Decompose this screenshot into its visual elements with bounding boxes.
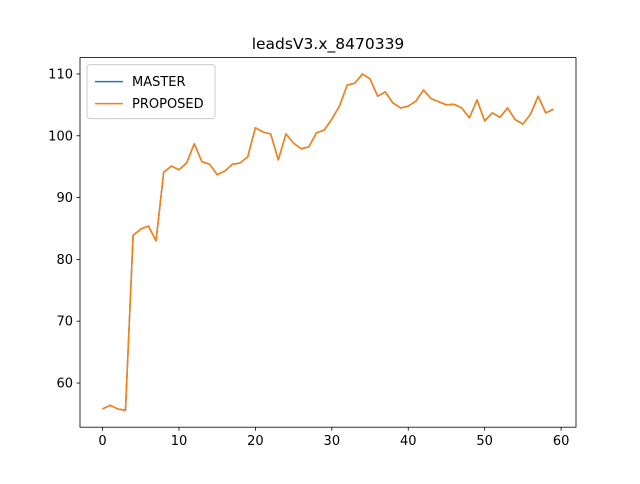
x-tick-label: 10 bbox=[171, 434, 188, 449]
y-tick-label: 110 bbox=[48, 67, 73, 82]
x-tick-label: 60 bbox=[553, 434, 570, 449]
y-tick-label: 80 bbox=[56, 253, 73, 268]
y-tick-label: 100 bbox=[48, 129, 73, 144]
legend-label: PROPOSED bbox=[132, 97, 204, 112]
legend-label: MASTER bbox=[132, 75, 186, 90]
x-tick-label: 40 bbox=[400, 434, 417, 449]
x-tick-label: 30 bbox=[324, 434, 341, 449]
y-tick-label: 60 bbox=[56, 377, 73, 392]
x-tick-label: 50 bbox=[476, 434, 493, 449]
axes-frame bbox=[79, 57, 577, 428]
y-tick-label: 90 bbox=[56, 191, 73, 206]
line bbox=[102, 73, 554, 411]
x-tick-label: 20 bbox=[247, 434, 264, 449]
chart-title: leadsV3.x_8470339 bbox=[252, 35, 405, 54]
y-tick-label: 70 bbox=[56, 315, 73, 330]
legend-box bbox=[86, 64, 216, 120]
x-tick-label: 0 bbox=[98, 434, 106, 449]
